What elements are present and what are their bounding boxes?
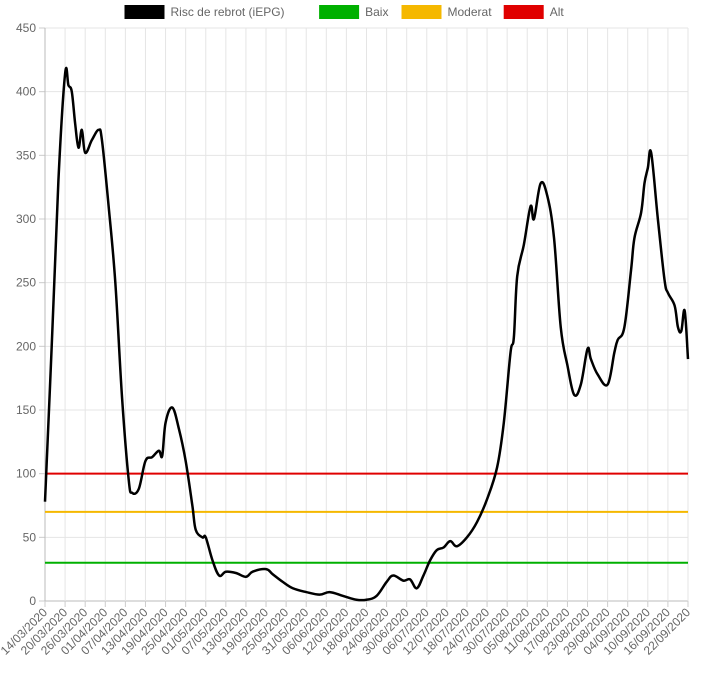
y-tick-label: 400 — [16, 85, 36, 99]
legend-label: Alt — [550, 5, 565, 19]
data-line — [43, 66, 690, 602]
legend-swatch — [401, 5, 442, 19]
y-tick-label: 300 — [16, 212, 36, 226]
legend-swatch — [503, 5, 544, 19]
y-tick-label: 450 — [16, 21, 36, 35]
y-tick-label: 250 — [16, 276, 36, 290]
legend: Risc de rebrot (iEPG) Baix Moderat Alt — [124, 5, 565, 19]
legend-swatch — [319, 5, 360, 19]
y-tick-label: 50 — [23, 530, 37, 544]
legend-label: Moderat — [448, 5, 493, 19]
legend-swatch — [124, 5, 165, 19]
y-tick-label: 200 — [16, 339, 36, 353]
y-tick-label: 100 — [16, 467, 36, 481]
y-tick-label: 350 — [16, 148, 36, 162]
y-tick-label: 150 — [16, 403, 36, 417]
legend-label: Risc de rebrot (iEPG) — [171, 5, 285, 19]
y-tick-label: 0 — [29, 594, 36, 608]
legend-label: Baix — [365, 5, 388, 19]
